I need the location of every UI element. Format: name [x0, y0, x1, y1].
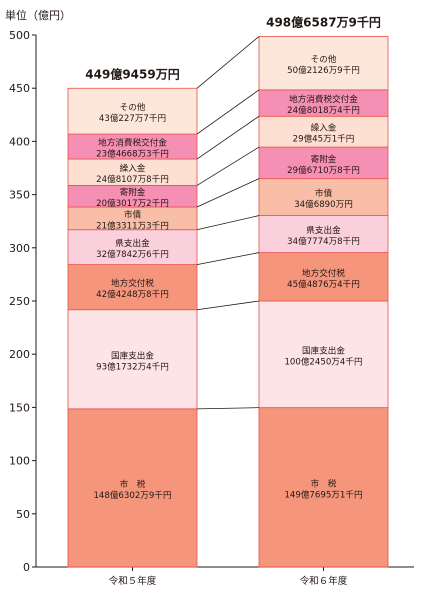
bar-segment	[67, 309, 198, 410]
segment-value-label: 148億6302万9千円	[93, 489, 171, 501]
x-category-label: 令和６年度	[300, 575, 348, 587]
bar-segment	[258, 89, 389, 117]
segment-name-label: 地方消費税交付金	[289, 93, 358, 105]
y-tick-label: 0	[23, 561, 30, 574]
segment-name-label: 寄附金	[311, 153, 337, 165]
segment-name-label: 市債	[315, 187, 333, 199]
segment-value-label: 23億4668万3千円	[96, 148, 169, 160]
y-tick-label: 350	[9, 189, 30, 202]
connector-line	[196, 89, 260, 135]
segment-value-label: 149億7695万1千円	[284, 488, 362, 500]
segment-value-label: 42億4248万8千円	[96, 288, 169, 300]
segment-name-label: 国庫支出金	[302, 344, 345, 356]
y-tick-label: 100	[9, 455, 30, 468]
y-tick-label: 400	[9, 135, 30, 148]
segment-value-label: 43億227万7千円	[99, 112, 166, 124]
segment-value-label: 21億3311万3千円	[96, 219, 169, 231]
segment-name-label: その他	[311, 53, 337, 65]
segment-name-label: 市債	[124, 208, 142, 220]
segment-value-label: 29億6710万8千円	[287, 164, 360, 176]
bar-segment	[258, 252, 389, 302]
segment-name-label: 地方消費税交付金	[98, 137, 167, 149]
segment-value-label: 24億8107万8千円	[96, 173, 169, 185]
x-category-label: 令和５年度	[109, 575, 157, 587]
segment-name-label: 繰入金	[120, 162, 146, 174]
segment-value-label: 20億3017万2千円	[96, 197, 169, 209]
y-tick-label: 450	[9, 82, 30, 95]
connector-line	[196, 115, 260, 160]
bar-segment	[67, 264, 198, 311]
bar-total-label: 449億9459万円	[85, 66, 179, 81]
connector-line	[196, 300, 260, 311]
bar-segment	[258, 146, 389, 180]
y-tick-label: 150	[9, 401, 30, 414]
bar-segment	[258, 300, 389, 409]
bar-segment	[258, 178, 389, 216]
segment-name-label: 県支出金	[306, 224, 341, 236]
bar-segment	[67, 408, 198, 568]
bar-segment	[67, 87, 198, 135]
segment-name-label: その他	[120, 101, 146, 113]
segment-name-label: 市 税	[311, 477, 337, 489]
y-tick-label: 250	[9, 295, 30, 308]
segment-value-label: 34億6890万円	[294, 198, 353, 210]
y-tick-label: 50	[16, 508, 30, 521]
y-tick-label: 500	[9, 29, 30, 42]
bar-total-label: 498億6587万9千円	[266, 14, 381, 29]
segment-value-label: 45億4876万4千円	[287, 278, 360, 290]
connector-line	[196, 178, 260, 208]
segment-name-label: 地方交付税	[302, 267, 345, 279]
connector-line	[196, 407, 260, 410]
connector-line	[196, 36, 260, 89]
connector-line	[196, 215, 260, 231]
segment-name-label: 国庫支出金	[111, 349, 154, 361]
segment-name-label: 県支出金	[115, 237, 150, 249]
bar-segment	[258, 36, 389, 91]
segment-value-label: 100億2450万4千円	[284, 355, 362, 367]
segment-name-label: 市 税	[120, 478, 146, 490]
bar-segment	[258, 407, 389, 568]
y-tick-label: 300	[9, 242, 30, 255]
connector-line	[196, 252, 260, 265]
segment-name-label: 寄附金	[120, 186, 146, 198]
segment-name-label: 繰入金	[311, 122, 337, 134]
segment-value-label: 32億7842万6千円	[96, 248, 169, 260]
bar-segment	[258, 215, 389, 253]
segment-value-label: 34億7774万8千円	[287, 235, 360, 247]
segment-value-label: 29億45万1千円	[293, 133, 355, 145]
segment-value-label: 50億2126万9千円	[287, 64, 360, 76]
y-tick-label: 200	[9, 348, 30, 361]
y-axis-unit-label: 単位（億円）	[5, 8, 71, 22]
segment-value-label: 93億1732万4千円	[96, 360, 169, 372]
segment-value-label: 24億8018万4千円	[287, 104, 360, 116]
connector-line	[196, 146, 260, 186]
segment-name-label: 地方交付税	[111, 277, 154, 289]
